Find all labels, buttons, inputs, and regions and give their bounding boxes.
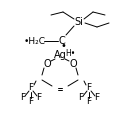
Text: H•: H• [65,49,75,57]
Text: •H₂C: •H₂C [24,37,46,46]
Text: Si: Si [75,17,83,27]
Text: F: F [94,93,100,102]
Text: F: F [20,93,26,102]
Text: F: F [86,97,92,106]
Text: F: F [28,84,34,93]
Text: F: F [36,93,42,102]
Text: F: F [28,97,34,106]
Text: Ag: Ag [54,50,66,60]
Text: O: O [43,59,51,69]
Text: F: F [78,93,84,102]
Text: O: O [69,59,77,69]
Text: •: • [60,41,66,51]
Text: C: C [59,36,65,46]
Text: F: F [86,84,92,93]
